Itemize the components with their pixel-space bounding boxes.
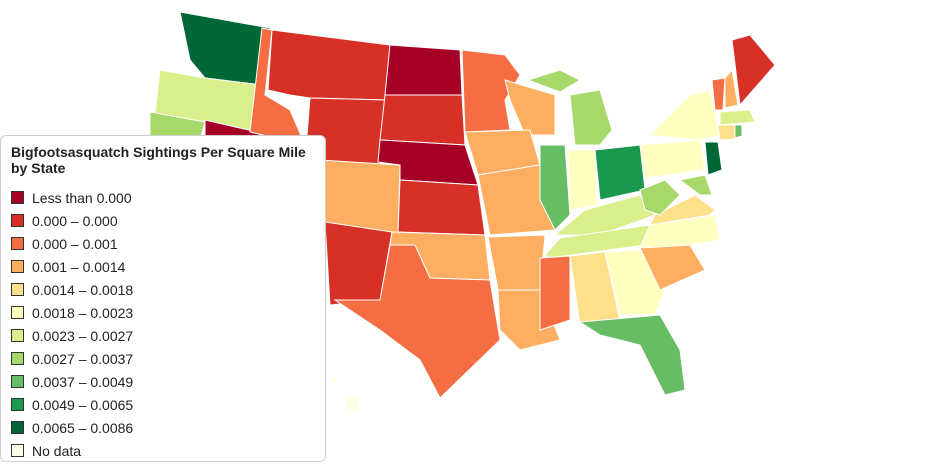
legend-swatch <box>11 375 24 388</box>
state <box>578 314 686 396</box>
state <box>504 79 556 136</box>
legend-label: 0.0014 – 0.0018 <box>32 282 134 298</box>
state <box>569 89 613 146</box>
legend-label: 0.0037 – 0.0049 <box>32 374 134 390</box>
state <box>704 141 723 176</box>
state <box>329 375 339 385</box>
legend-swatch <box>11 329 24 342</box>
legend-swatch <box>11 421 24 434</box>
state <box>594 144 646 201</box>
state <box>648 89 721 141</box>
state <box>639 179 681 216</box>
legend-label: 0.0018 – 0.0023 <box>32 305 134 321</box>
state <box>567 149 598 211</box>
legend-label: 0.001 – 0.0014 <box>32 259 126 275</box>
state <box>711 77 726 111</box>
state <box>333 244 501 399</box>
state <box>539 255 571 331</box>
state <box>379 94 466 146</box>
legend-label: 0.0023 – 0.0027 <box>32 328 134 344</box>
state <box>724 68 739 109</box>
state <box>639 214 721 249</box>
state <box>639 139 706 179</box>
legend-swatch <box>11 260 24 273</box>
legend-swatch <box>11 352 24 365</box>
state <box>539 144 571 231</box>
state <box>717 124 736 141</box>
legend-label: 0.0027 – 0.0037 <box>32 351 134 367</box>
state <box>719 109 756 126</box>
state <box>731 34 776 107</box>
legend-label: 0.000 – 0.000 <box>32 213 118 229</box>
legend: Bigfootsasquatch Sightings Per Square Mi… <box>0 135 326 462</box>
legend-label: 0.0049 – 0.0065 <box>32 397 134 413</box>
legend-label: 0.0065 – 0.0086 <box>32 420 134 436</box>
state <box>678 174 713 196</box>
legend-title: Bigfootsasquatch Sightings Per Square Mi… <box>11 144 306 176</box>
legend-swatch <box>11 191 24 204</box>
legend-swatch <box>11 283 24 296</box>
legend-swatch <box>11 214 24 227</box>
legend-swatch <box>11 306 24 319</box>
legend-label: Less than 0.000 <box>32 190 132 206</box>
legend-swatch <box>11 237 24 250</box>
state <box>267 29 391 101</box>
legend-label: 0.000 – 0.001 <box>32 236 118 252</box>
state <box>734 124 743 139</box>
legend-swatch <box>11 398 24 411</box>
state <box>397 179 486 236</box>
legend-swatch <box>11 444 24 457</box>
state <box>344 394 361 413</box>
state <box>487 234 546 291</box>
state <box>649 194 716 226</box>
state <box>526 69 582 93</box>
state <box>384 44 463 96</box>
legend-label: No data <box>32 443 82 459</box>
